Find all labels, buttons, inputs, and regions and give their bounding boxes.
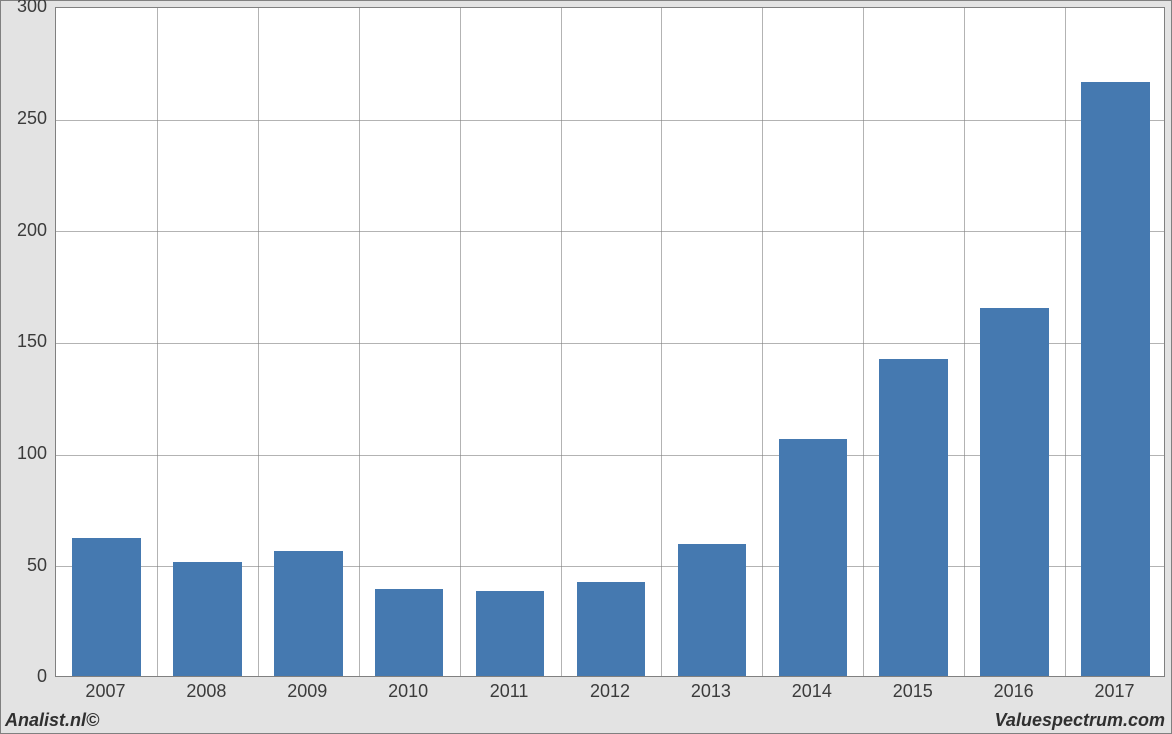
gridline-vertical bbox=[1065, 8, 1066, 676]
y-tick-label: 100 bbox=[1, 443, 47, 464]
x-tick-label: 2010 bbox=[388, 681, 428, 702]
bar bbox=[1081, 82, 1150, 676]
bar bbox=[375, 589, 444, 676]
x-tick-label: 2012 bbox=[590, 681, 630, 702]
gridline-horizontal bbox=[56, 120, 1164, 121]
y-tick-label: 150 bbox=[1, 331, 47, 352]
x-tick-label: 2013 bbox=[691, 681, 731, 702]
bar bbox=[779, 439, 848, 676]
bar bbox=[173, 562, 242, 676]
x-tick-label: 2009 bbox=[287, 681, 327, 702]
gridline-vertical bbox=[460, 8, 461, 676]
y-tick-label: 50 bbox=[1, 555, 47, 576]
x-tick-label: 2015 bbox=[893, 681, 933, 702]
gridline-vertical bbox=[561, 8, 562, 676]
y-tick-label: 0 bbox=[1, 666, 47, 687]
x-tick-label: 2008 bbox=[186, 681, 226, 702]
bar bbox=[72, 538, 141, 676]
x-tick-label: 2007 bbox=[85, 681, 125, 702]
x-tick-label: 2011 bbox=[490, 681, 529, 702]
y-tick-label: 250 bbox=[1, 108, 47, 129]
gridline-vertical bbox=[157, 8, 158, 676]
x-tick-label: 2016 bbox=[994, 681, 1034, 702]
bar bbox=[980, 308, 1049, 677]
footer-right-credit: Valuespectrum.com bbox=[995, 710, 1165, 731]
bar bbox=[274, 551, 343, 676]
gridline-vertical bbox=[258, 8, 259, 676]
gridline-horizontal bbox=[56, 231, 1164, 232]
bar bbox=[577, 582, 646, 676]
y-tick-label: 300 bbox=[1, 0, 47, 17]
gridline-vertical bbox=[359, 8, 360, 676]
gridline-vertical bbox=[762, 8, 763, 676]
x-tick-label: 2014 bbox=[792, 681, 832, 702]
plot-area bbox=[55, 7, 1165, 677]
bar bbox=[879, 359, 948, 676]
gridline-vertical bbox=[661, 8, 662, 676]
y-tick-label: 200 bbox=[1, 220, 47, 241]
bar bbox=[678, 544, 747, 676]
footer-left-credit: Analist.nl© bbox=[5, 710, 99, 731]
gridline-vertical bbox=[964, 8, 965, 676]
x-tick-label: 2017 bbox=[1095, 681, 1135, 702]
bar bbox=[476, 591, 545, 676]
gridline-vertical bbox=[863, 8, 864, 676]
chart-frame: 0 50 100 150 200 250 300 2007 2008 2009 2010 2011 2… bbox=[0, 0, 1172, 734]
